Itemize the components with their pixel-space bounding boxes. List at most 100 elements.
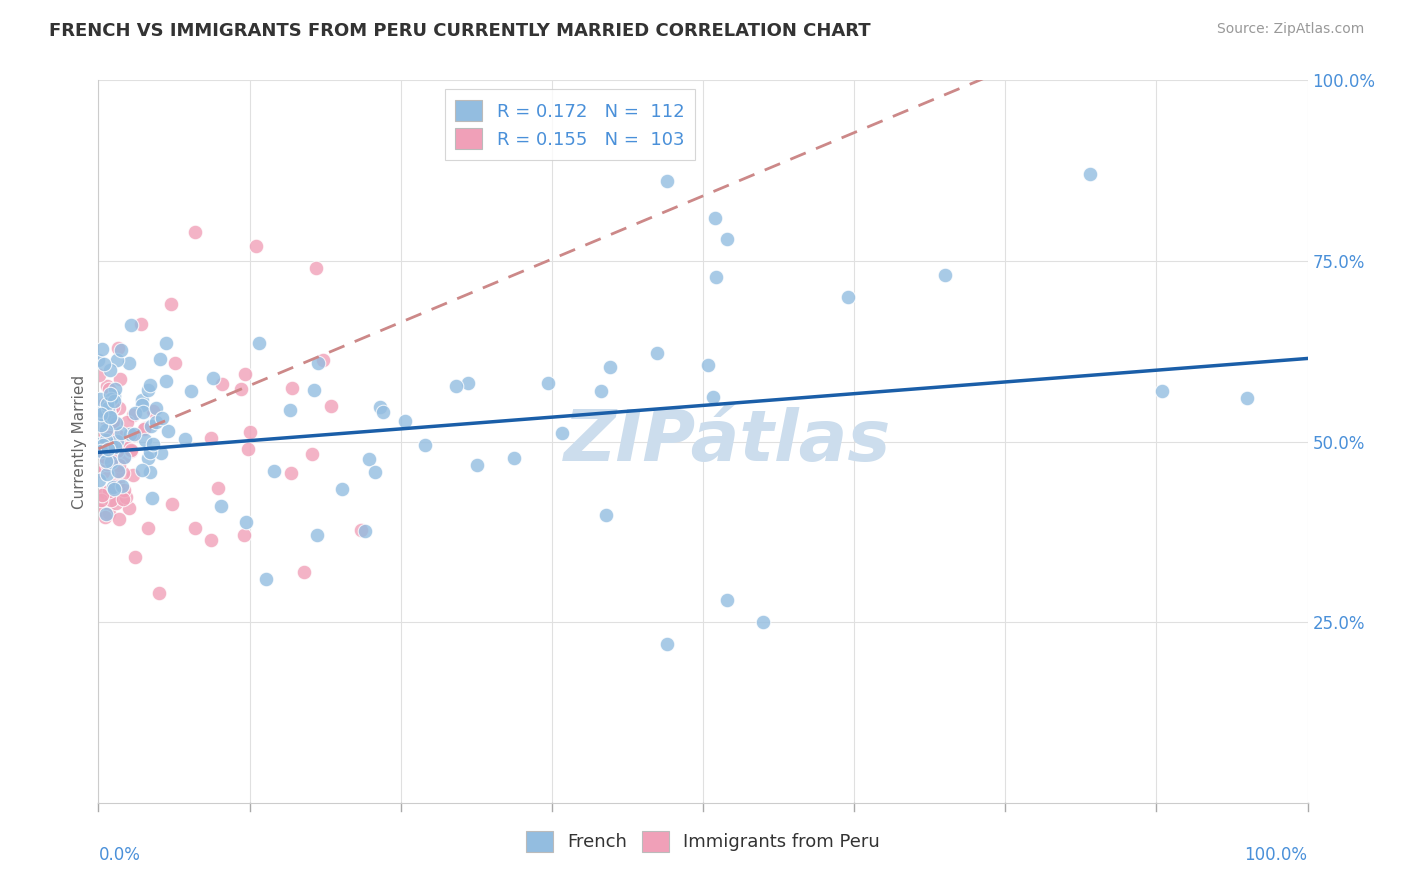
Point	[131, 463, 153, 477]
Point	[87, 450, 110, 464]
Point	[110, 426, 132, 441]
Y-axis label: Currently Married: Currently Married	[72, 375, 87, 508]
Point	[120, 427, 142, 442]
Point	[91, 438, 114, 452]
Point	[98, 382, 121, 396]
Point	[124, 406, 146, 420]
Point	[368, 400, 391, 414]
Point	[200, 533, 222, 547]
Point	[87, 437, 110, 451]
Point	[87, 450, 110, 465]
Point	[101, 480, 124, 494]
Point	[301, 448, 323, 462]
Point	[89, 427, 111, 442]
Point	[122, 428, 145, 442]
Point	[107, 475, 129, 489]
Point	[100, 452, 122, 467]
Point	[104, 417, 127, 431]
Point	[704, 269, 727, 284]
Point	[112, 483, 135, 497]
Point	[233, 368, 256, 382]
Point	[149, 351, 172, 366]
Point	[141, 418, 163, 433]
Point	[444, 378, 467, 392]
Point	[371, 404, 394, 418]
Point	[89, 503, 111, 517]
Point	[281, 381, 304, 395]
Point	[363, 465, 385, 479]
Point	[716, 232, 738, 246]
Point	[108, 458, 131, 472]
Text: ZIPátlas: ZIPátlas	[564, 407, 891, 476]
Point	[704, 211, 727, 225]
Point	[90, 492, 112, 507]
Point	[107, 481, 129, 495]
Point	[138, 466, 160, 480]
Point	[837, 290, 859, 304]
Point	[245, 239, 267, 253]
Point	[201, 370, 224, 384]
Point	[134, 421, 156, 435]
Point	[122, 408, 145, 422]
Point	[103, 393, 125, 408]
Point	[98, 363, 121, 377]
Point	[101, 484, 124, 499]
Text: Source: ZipAtlas.com: Source: ZipAtlas.com	[1216, 22, 1364, 37]
Point	[104, 496, 127, 510]
Point	[599, 359, 621, 374]
Point	[131, 398, 153, 412]
Point	[655, 637, 678, 651]
Point	[103, 482, 125, 496]
Point	[280, 467, 302, 481]
Point	[550, 426, 572, 441]
Point	[103, 389, 125, 403]
Point	[394, 414, 416, 428]
Point	[142, 404, 165, 418]
Point	[101, 418, 124, 433]
Point	[307, 356, 329, 370]
Point	[1152, 384, 1174, 398]
Point	[93, 397, 115, 411]
Point	[96, 379, 118, 393]
Point	[100, 455, 122, 469]
Point	[239, 425, 262, 439]
Point	[702, 390, 724, 404]
Point	[209, 499, 232, 513]
Point	[307, 528, 329, 542]
Point	[98, 484, 121, 499]
Point	[98, 387, 121, 401]
Point	[145, 401, 167, 415]
Point	[89, 458, 111, 472]
Point	[91, 404, 114, 418]
Point	[131, 392, 153, 407]
Point	[211, 377, 233, 392]
Point	[117, 415, 139, 429]
Point	[716, 593, 738, 607]
Point	[96, 467, 118, 481]
Point	[115, 490, 138, 504]
Point	[118, 356, 141, 370]
Point	[136, 383, 159, 397]
Point	[89, 402, 111, 417]
Point	[697, 359, 720, 373]
Point	[100, 438, 122, 452]
Point	[136, 521, 159, 535]
Point	[200, 431, 222, 445]
Point	[87, 368, 110, 383]
Point	[89, 450, 111, 464]
Point	[304, 383, 326, 397]
Point	[136, 451, 159, 466]
Point	[235, 515, 257, 529]
Point	[91, 403, 114, 417]
Point	[89, 458, 111, 473]
Point	[96, 414, 118, 428]
Point	[91, 434, 114, 449]
Point	[96, 397, 118, 411]
Point	[595, 508, 617, 523]
Point	[350, 523, 373, 537]
Point	[149, 446, 172, 460]
Text: FRENCH VS IMMIGRANTS FROM PERU CURRENTLY MARRIED CORRELATION CHART: FRENCH VS IMMIGRANTS FROM PERU CURRENTLY…	[49, 22, 870, 40]
Point	[305, 261, 328, 276]
Point	[359, 451, 381, 466]
Point	[112, 450, 135, 464]
